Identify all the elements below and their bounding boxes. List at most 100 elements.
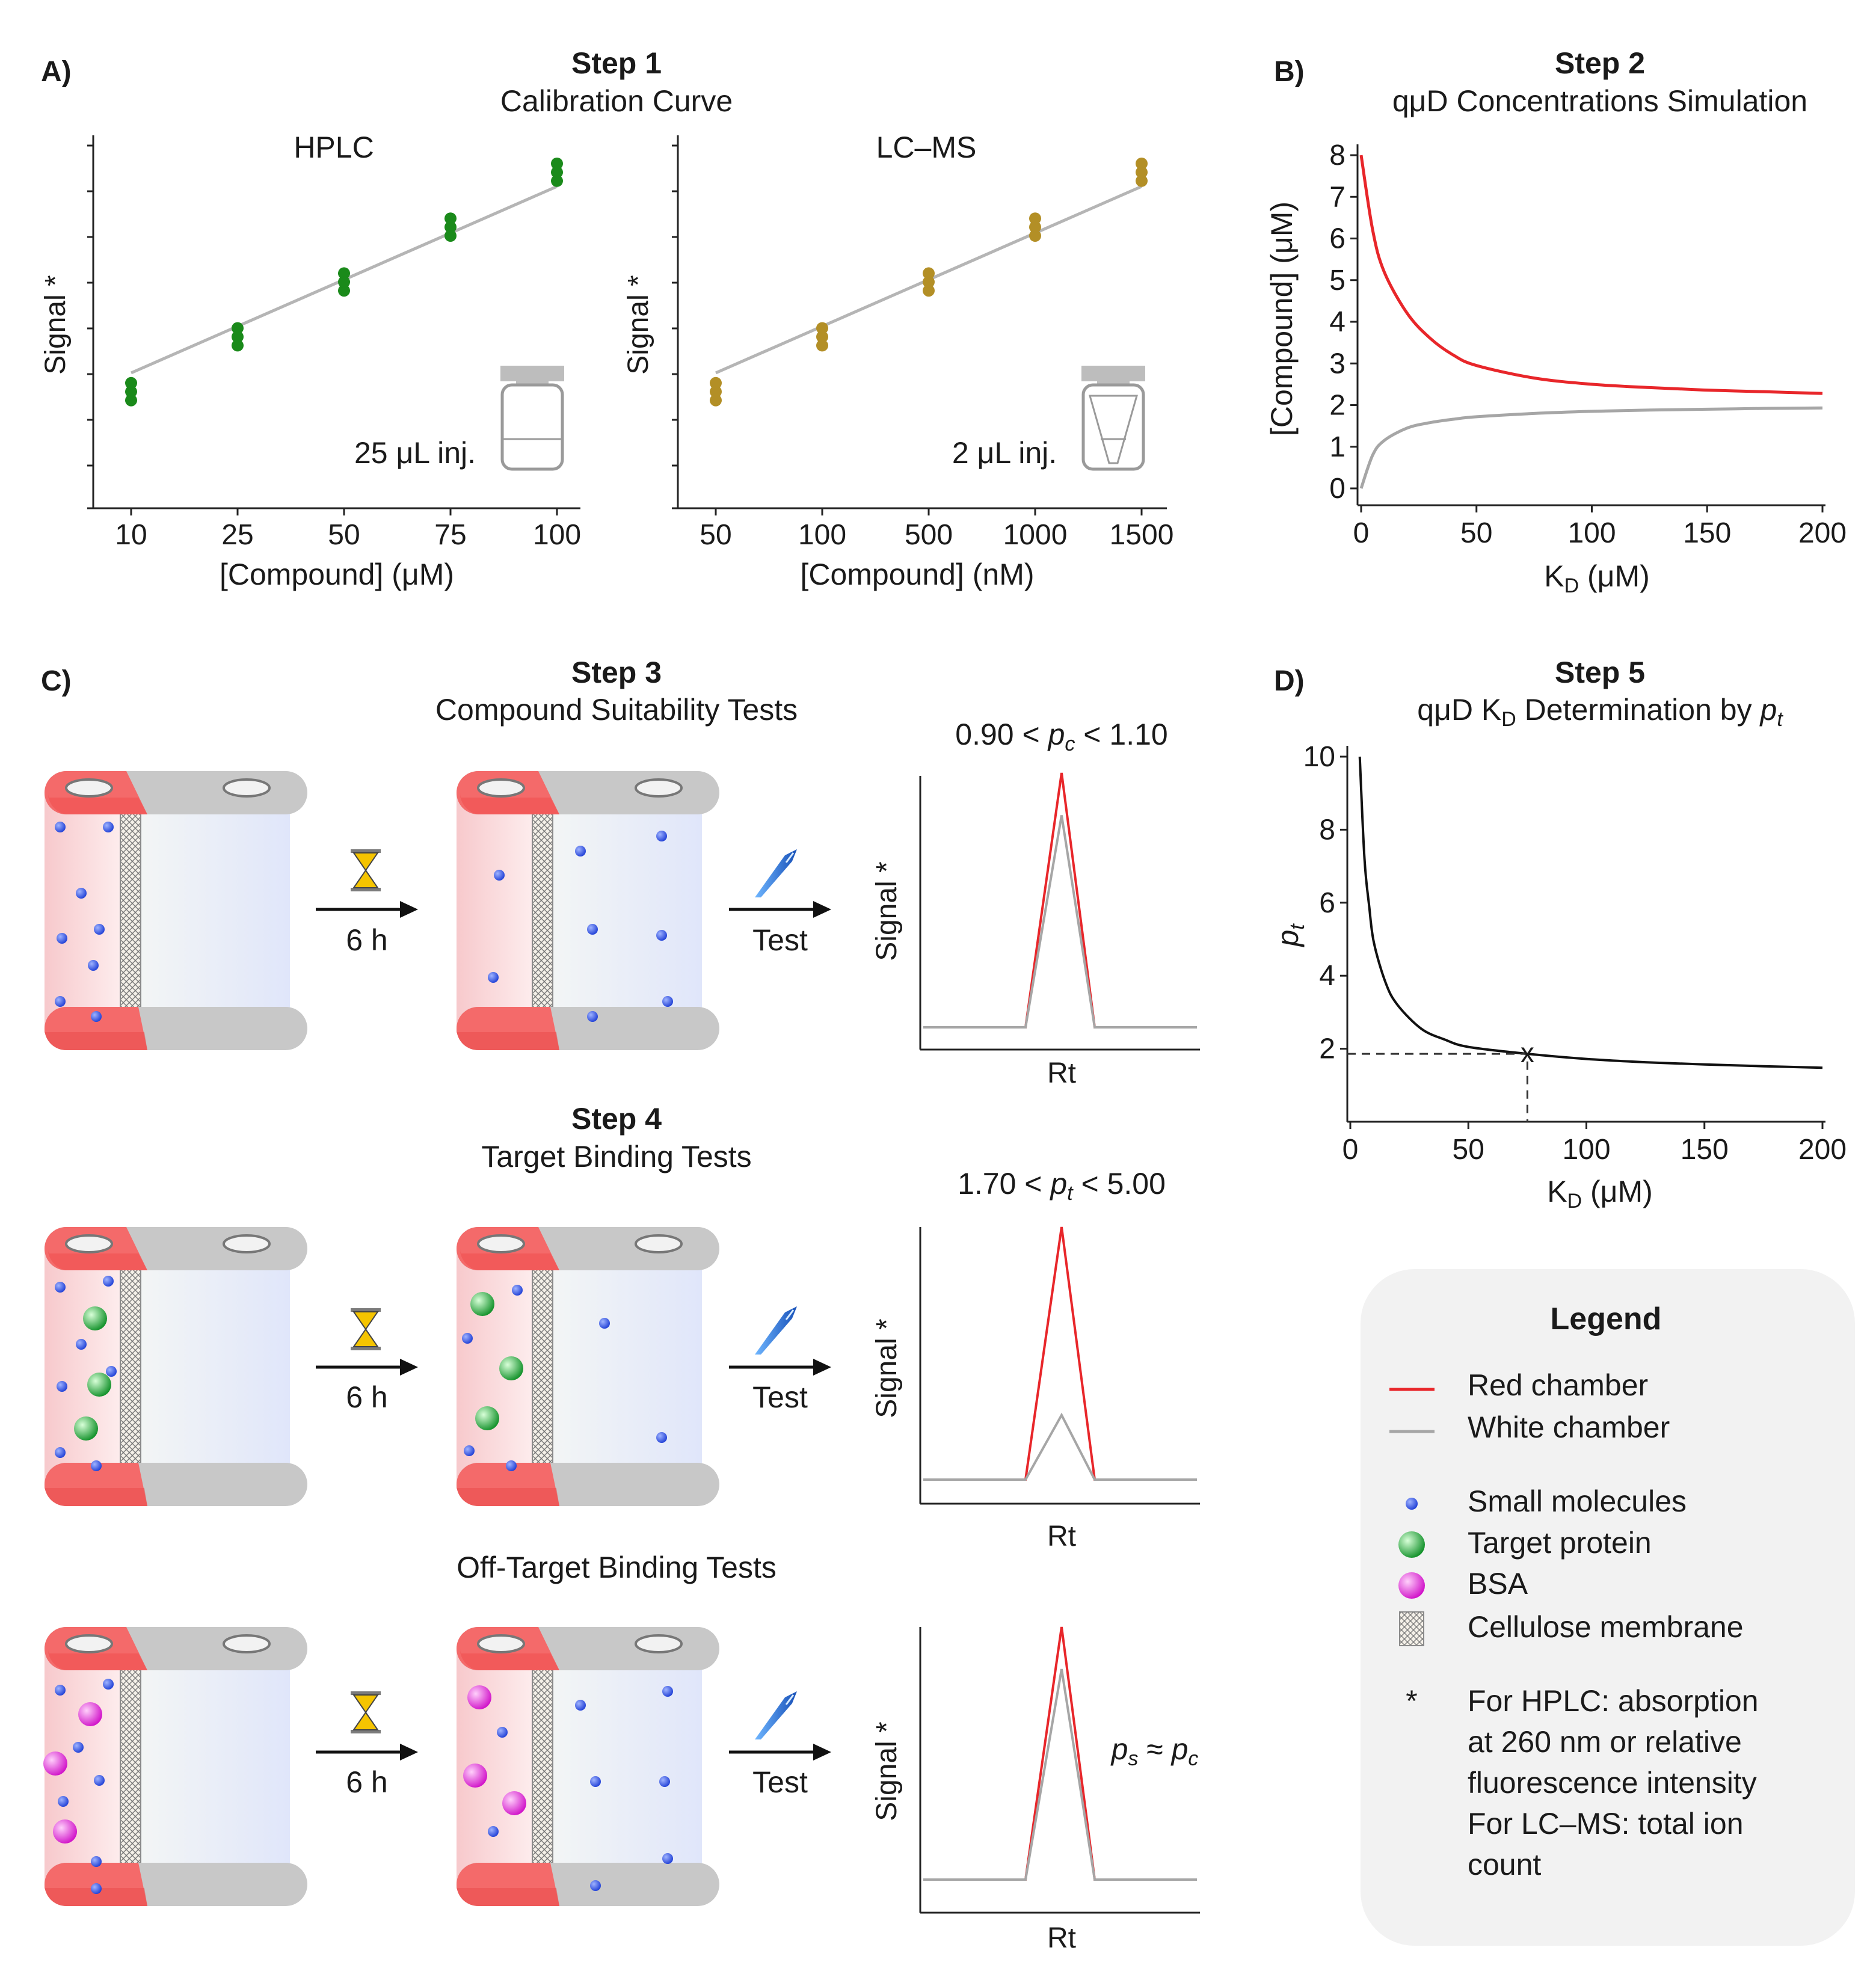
target-protein [475,1406,499,1430]
lcms-y-label: Signal * [623,275,654,374]
step2-x-ticks: 0 50 100 150 200 [1353,505,1847,549]
legend-box [1361,1269,1855,1946]
calibration-point [923,284,935,297]
x-tick-label: 200 [1798,517,1847,549]
hplc-xtick-label: 10 [115,519,147,551]
small-molecule [659,1776,670,1787]
y-tick-label: 10 [1303,741,1335,773]
small-molecule [73,1742,84,1753]
chrom-y-label: Signal * [871,1721,903,1821]
step5-y-ticks: 2 4 6 8 10 [1303,741,1347,1065]
step2-title: Step 2 [1555,46,1645,80]
bsa-protein [467,1685,491,1709]
arrow-head [813,1359,831,1376]
calibration-point [444,212,457,225]
y-tick-label: 1 [1329,431,1345,463]
small-molecule [656,930,667,941]
target-protein [87,1373,111,1397]
calibration-point [232,331,244,343]
hplc-y-ticks [87,144,93,509]
pipette-icon [754,1690,798,1741]
calibration-point [710,394,722,407]
hplc-xtick-label: 50 [328,519,360,551]
legend-membrane-icon [1399,1611,1424,1646]
small-molecule [103,822,114,832]
hplc-vial-icon [500,366,564,471]
calibration-point [1136,166,1148,179]
panel-label-b: B) [1274,56,1305,88]
step2-y-label: [Compound] (μM) [1265,201,1299,436]
small-molecule [55,1282,66,1293]
step5-kd-guide [1347,1053,1528,1122]
hourglass-icon [350,849,381,892]
legend-item-cellulose-membrane: Cellulose membrane [1468,1610,1744,1644]
step2-x-label: KD (μM) [1544,559,1650,597]
step3-subtitle: Compound Suitability Tests [435,693,798,727]
small-molecule [91,1011,102,1022]
hplc-xtick-label: 25 [221,519,253,551]
step2-red-chamber-curve [1359,155,1823,395]
bsa-protein [463,1764,487,1788]
small-molecule [94,1775,105,1786]
small-molecule [55,1447,66,1458]
step5-y-label: pt [1271,923,1309,948]
x-tick-label: 50 [1453,1134,1484,1166]
small-molecule [103,1276,114,1287]
small-molecule [590,1880,601,1891]
small-molecule [590,1776,601,1787]
step5-chart: 2 4 6 8 10 0 50 100 150 200 pt KD (μM) x [1271,741,1847,1213]
calibration-point [232,322,244,334]
small-molecule [76,888,87,899]
small-molecule [55,996,66,1007]
small-molecule [106,1366,117,1377]
calibration-point [338,275,350,288]
target-protein [470,1292,494,1316]
small-molecule [462,1333,473,1344]
small-molecule [55,822,66,832]
y-tick-label: 6 [1319,887,1335,919]
panel-label-d: D) [1274,665,1305,697]
step4-test-label: Test [752,1380,808,1414]
x-tick-label: 50 [1460,517,1492,549]
lcms-points [710,158,1148,407]
small-molecule [91,1856,102,1867]
offtarget-chromatogram: Signal * Rt ps ≈ pc [871,1626,1200,1954]
arrow-head [400,1359,418,1376]
offtarget-time-label: 6 h [346,1765,388,1799]
legend-note-line: at 260 nm or relative [1468,1725,1742,1759]
hplc-xtick-label: 100 [533,519,581,551]
lcms-injection-label: 2 μL inj. [952,436,1057,470]
bsa-protein [53,1819,77,1844]
step4-condition: 1.70 < pt < 5.00 [958,1167,1166,1205]
small-molecule [656,831,667,841]
y-tick-label: 6 [1329,223,1345,255]
chrom-red-trace [923,1226,1197,1481]
chrom-y-label: Signal * [871,861,903,961]
x-tick-label: 100 [1562,1134,1610,1166]
x-tick-label: 150 [1683,517,1731,549]
y-tick-label: 7 [1329,181,1345,213]
x-tick-label: 100 [1567,517,1616,549]
x-tick-label: 150 [1681,1134,1729,1166]
legend-bsa-icon [1398,1572,1425,1599]
chrom-white-trace [923,1668,1197,1881]
hourglass-icon [350,1691,381,1734]
legend-note-line: fluorescence intensity [1468,1766,1757,1800]
chrom-white-trace [923,1412,1197,1481]
step4-title: Step 4 [571,1102,662,1136]
step4-subtitle: Target Binding Tests [481,1140,751,1173]
small-molecule [94,924,105,935]
panel-label-c: C) [41,665,72,697]
step4-chromatogram: Signal * Rt [871,1226,1200,1552]
legend-item-bsa: BSA [1468,1567,1528,1601]
y-tick-label: 2 [1319,1033,1335,1065]
small-molecule [512,1285,523,1296]
lcms-vial-icon [1081,366,1145,471]
small-molecule [103,1679,114,1690]
small-molecule [662,1686,673,1697]
x-tick-label: 200 [1798,1134,1847,1166]
step5-subtitle: qμD KD Determination by pt [1417,693,1783,731]
calibration-point [338,284,350,297]
calibration-point [551,174,563,187]
small-molecule [662,996,673,1007]
